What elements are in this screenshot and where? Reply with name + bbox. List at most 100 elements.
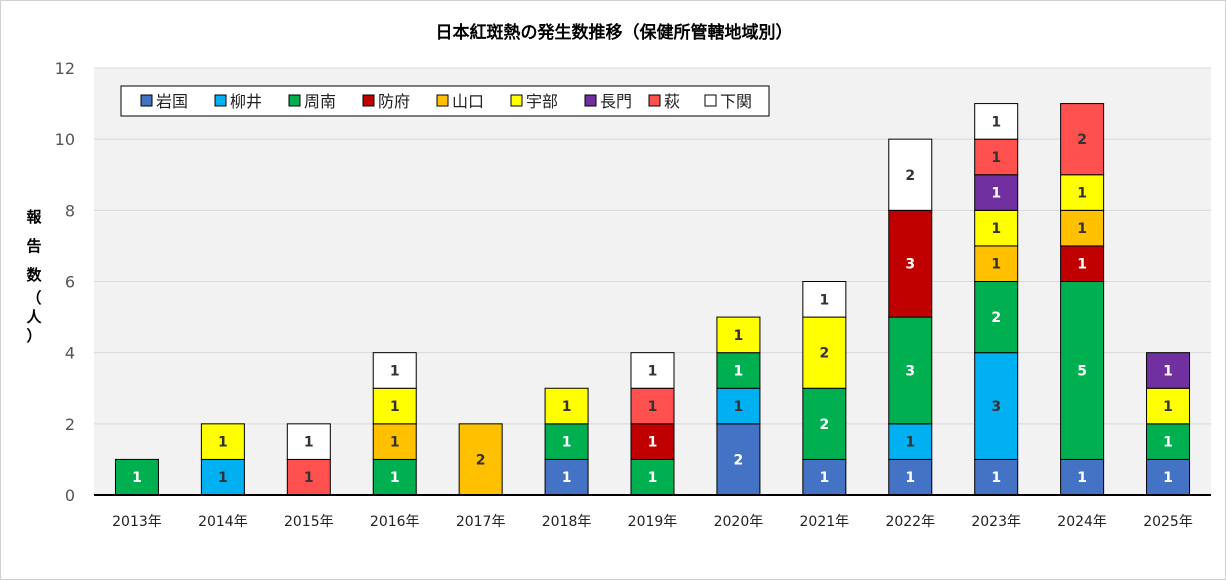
- bar-segment: [974, 245, 1019, 283]
- data-label: 3: [905, 363, 915, 379]
- data-label: 1: [562, 470, 572, 486]
- y-axis-label-char: （: [26, 289, 41, 307]
- y-tick-label: 4: [65, 344, 75, 363]
- data-label: 1: [734, 328, 744, 344]
- legend-swatch: [648, 94, 661, 107]
- data-label: 1: [991, 186, 1001, 202]
- y-axis-label-char: 人: [26, 308, 42, 326]
- bar-segment: [114, 458, 159, 496]
- legend-label: 岩国: [156, 92, 188, 111]
- data-label: 1: [390, 435, 400, 451]
- bar-segment: [458, 423, 503, 496]
- legend-label: 山口: [452, 92, 484, 111]
- bar-segment: [200, 423, 245, 460]
- data-label: 1: [562, 399, 572, 415]
- y-tick-label: 0: [65, 486, 75, 505]
- bar-segment: [1060, 103, 1105, 176]
- data-label: 1: [390, 470, 400, 486]
- y-tick-label: 8: [65, 201, 75, 220]
- x-tick-label: 2014年: [198, 514, 248, 530]
- data-label: 1: [991, 470, 1001, 486]
- legend-label: 柳井: [230, 92, 262, 111]
- bar-segment: [286, 458, 331, 496]
- legend-label: 防府: [378, 92, 410, 111]
- data-label: 3: [991, 399, 1001, 415]
- y-axis-label-char: 数: [26, 266, 42, 284]
- bar-segment: [630, 352, 675, 389]
- bar-segment: [286, 423, 331, 460]
- bar-segment: [974, 209, 1019, 247]
- x-tick-label: 2017年: [456, 514, 506, 530]
- legend: 岩国 柳井 周南 防府 山口 宇部 長門 萩 下関: [120, 85, 770, 117]
- bar-segment: [802, 316, 847, 389]
- legend-swatch: [436, 94, 449, 107]
- legend-swatch: [288, 94, 301, 107]
- data-label: 1: [991, 257, 1001, 273]
- y-tick-label: 2: [65, 415, 75, 434]
- data-label: 1: [648, 363, 658, 379]
- data-label: 1: [1077, 470, 1087, 486]
- y-axis-label-char: 報: [26, 208, 42, 226]
- data-label: 1: [648, 435, 658, 451]
- bar-segment: [1060, 174, 1105, 211]
- data-label: 2: [991, 310, 1001, 326]
- bar-segment: [802, 281, 847, 318]
- bars: 1 1 1 1 1 1 1 1 1 2 1 1 1 1 1 1 1 2 1 1 1 1 2 2 1 1 1 3 3 2 1 3 2 1 1 1 1 1 1 5…: [114, 103, 1191, 496]
- bar-segment: [716, 316, 761, 354]
- y-tick-label: 6: [65, 273, 75, 292]
- bar-segment: [1060, 281, 1105, 460]
- data-label: 5: [1077, 363, 1087, 379]
- bar-segment: [544, 387, 589, 425]
- data-label: 1: [905, 470, 915, 486]
- x-tick-label: 2025年: [1143, 514, 1193, 530]
- bar-segment: [1146, 458, 1191, 496]
- bar-segment: [888, 423, 933, 460]
- bar-segment: [630, 387, 675, 425]
- bar-segment: [716, 387, 761, 425]
- data-label: 1: [734, 399, 744, 415]
- x-tick-label: 2024年: [1057, 514, 1107, 530]
- data-label: 1: [1077, 221, 1087, 237]
- data-label: 1: [304, 435, 314, 451]
- data-label: 1: [991, 114, 1001, 130]
- x-tick-label: 2015年: [284, 514, 334, 530]
- bar-segment: [1146, 352, 1191, 389]
- data-label: 3: [905, 257, 915, 273]
- bar-segment: [974, 138, 1019, 176]
- data-label: 2: [819, 346, 829, 362]
- data-label: 1: [648, 399, 658, 415]
- bar-segment: [1146, 387, 1191, 425]
- data-label: 1: [905, 435, 915, 451]
- data-label: 1: [734, 363, 744, 379]
- legend-swatch: [362, 94, 375, 107]
- x-tick-label: 2020年: [714, 514, 764, 530]
- data-label: 1: [1163, 470, 1173, 486]
- data-label: 1: [1077, 257, 1087, 273]
- bar-segment: [1060, 209, 1105, 247]
- data-label: 1: [1163, 435, 1173, 451]
- bar-segment: [888, 316, 933, 425]
- x-tick-label: 2022年: [885, 514, 935, 530]
- bar-segment: [630, 458, 675, 496]
- chart-title: 日本紅斑熱の発生数推移（保健所管轄地域別）: [436, 22, 793, 43]
- legend-swatch: [214, 94, 227, 107]
- data-label: 1: [218, 470, 228, 486]
- y-axis-label-char: 告: [26, 237, 41, 255]
- x-tick-label: 2013年: [112, 514, 162, 530]
- data-label: 1: [390, 399, 400, 415]
- bar-segment: [372, 387, 417, 425]
- bar-segment: [974, 174, 1019, 211]
- x-tick-label: 2018年: [542, 514, 592, 530]
- y-axis-label-char: ）: [26, 327, 41, 345]
- legend-label: 周南: [304, 92, 336, 111]
- bar-segment: [974, 103, 1019, 140]
- y-tick-label: 10: [55, 130, 75, 149]
- bar-segment: [888, 458, 933, 496]
- x-tick-label: 2021年: [800, 514, 850, 530]
- data-label: 1: [1077, 186, 1087, 202]
- bar-segment: [974, 281, 1019, 354]
- legend-label: 萩: [664, 92, 680, 111]
